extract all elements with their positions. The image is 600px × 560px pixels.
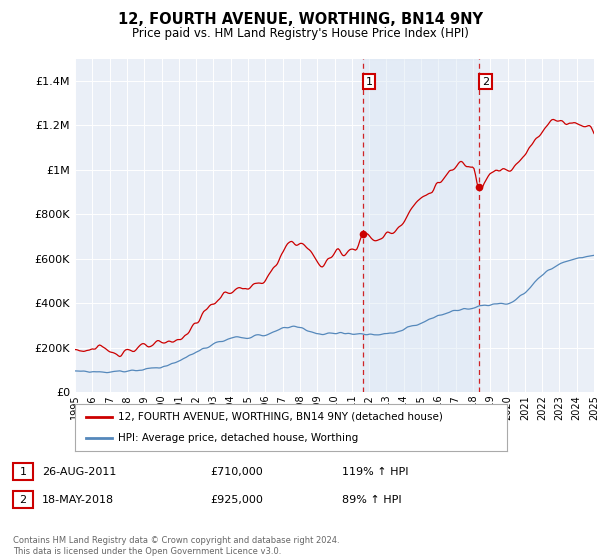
Text: £710,000: £710,000 xyxy=(210,466,263,477)
Text: 1: 1 xyxy=(365,77,373,87)
Text: 26-AUG-2011: 26-AUG-2011 xyxy=(42,466,116,477)
Text: 2: 2 xyxy=(20,494,26,505)
Text: 1: 1 xyxy=(20,466,26,477)
Text: 18-MAY-2018: 18-MAY-2018 xyxy=(42,494,114,505)
Text: £925,000: £925,000 xyxy=(210,494,263,505)
Text: Price paid vs. HM Land Registry's House Price Index (HPI): Price paid vs. HM Land Registry's House … xyxy=(131,27,469,40)
Text: 12, FOURTH AVENUE, WORTHING, BN14 9NY (detached house): 12, FOURTH AVENUE, WORTHING, BN14 9NY (d… xyxy=(118,412,443,422)
Bar xyxy=(363,59,479,392)
Text: 119% ↑ HPI: 119% ↑ HPI xyxy=(342,466,409,477)
Text: HPI: Average price, detached house, Worthing: HPI: Average price, detached house, Wort… xyxy=(118,433,358,444)
Text: Contains HM Land Registry data © Crown copyright and database right 2024.
This d: Contains HM Land Registry data © Crown c… xyxy=(13,536,340,556)
Text: 2: 2 xyxy=(482,77,489,87)
Text: 12, FOURTH AVENUE, WORTHING, BN14 9NY: 12, FOURTH AVENUE, WORTHING, BN14 9NY xyxy=(118,12,482,27)
Text: 89% ↑ HPI: 89% ↑ HPI xyxy=(342,494,401,505)
